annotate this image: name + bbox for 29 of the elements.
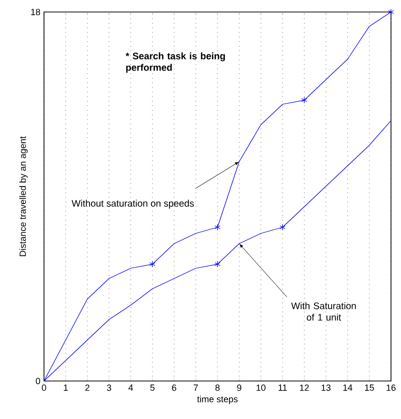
annotation: Without saturation on speeds: [72, 200, 194, 209]
y-axis-title: Distance travelled by an agent: [19, 136, 28, 256]
x-tick-label: 2: [85, 384, 90, 391]
annotation: With Saturation of 1 unit: [291, 302, 356, 321]
x-tick-label: 1: [64, 384, 68, 391]
x-tick-label: 14: [343, 384, 352, 391]
x-tick-label: 13: [322, 384, 331, 391]
x-tick-label: 7: [194, 384, 198, 391]
point: [280, 224, 286, 231]
x-tick-label: 10: [256, 384, 266, 391]
x-tick-label: 8: [215, 384, 220, 391]
x-tick-label: 11: [278, 384, 287, 391]
x-tick-label: 0: [42, 384, 46, 391]
x-tick-label: 12: [300, 384, 309, 391]
point: [150, 260, 156, 268]
x-tick-label: 3: [106, 384, 112, 391]
x-axis-title: time steps: [197, 396, 238, 404]
x-tick-label: 16: [386, 384, 396, 391]
x-tick-label: 5: [150, 384, 155, 391]
x-tick-label: 4: [128, 384, 133, 391]
x-tick-label: 9: [237, 384, 242, 391]
x-tick-label: 15: [365, 384, 374, 391]
annotation: * Search task is being performed: [126, 52, 225, 73]
point: [214, 260, 220, 268]
y-tick-label: 18: [31, 8, 40, 16]
point: [214, 224, 220, 231]
point: [301, 96, 308, 104]
point: [388, 8, 394, 16]
x-tick-label: 6: [172, 384, 176, 391]
